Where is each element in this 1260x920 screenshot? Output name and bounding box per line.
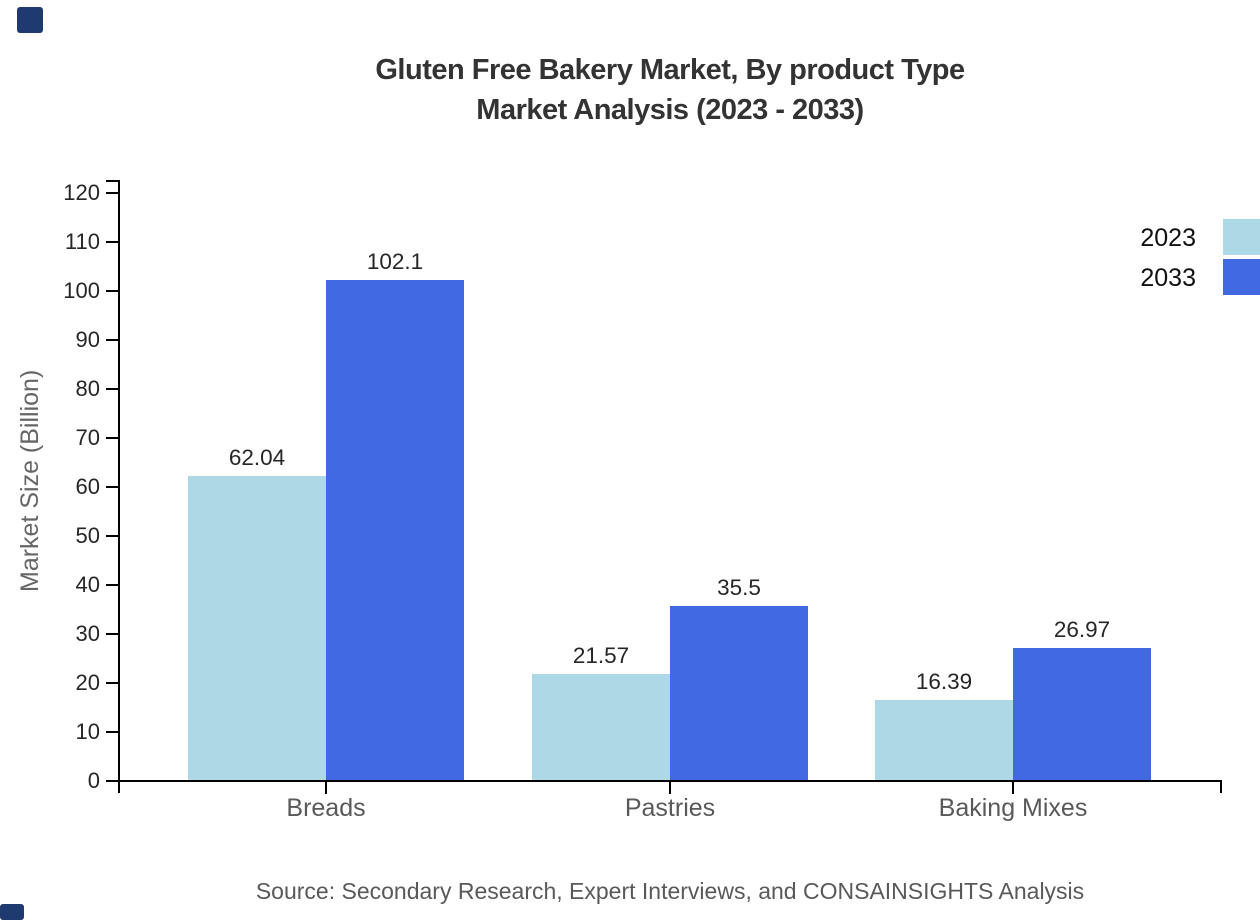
y-tick-label: 120	[63, 180, 100, 205]
x-axis-end-cap	[1220, 780, 1222, 793]
y-tick-label: 60	[75, 474, 100, 499]
category-label-breads: Breads	[286, 794, 366, 822]
bar-2033-breads[interactable]	[326, 279, 464, 780]
bar-value-label: 26.97	[1053, 616, 1111, 642]
y-tick-label: 90	[75, 327, 100, 352]
bar-2023-pastries[interactable]	[532, 674, 670, 780]
bar-value-label: 16.39	[915, 668, 973, 694]
x-tick	[325, 782, 327, 794]
bar-2033-pastries[interactable]	[670, 606, 808, 780]
bar-value-label: 21.57	[572, 643, 630, 669]
bar-2033-baking-mixes[interactable]	[1013, 647, 1151, 780]
y-tick-label: 50	[75, 523, 100, 548]
chart-title: Gluten Free Bakery Market, By product Ty…	[118, 50, 1222, 130]
y-tick	[106, 633, 118, 635]
y-tick-label: 30	[75, 621, 100, 646]
y-axis-end-cap	[106, 180, 120, 182]
legend-swatch-2023	[1223, 219, 1260, 255]
y-tick	[106, 584, 118, 586]
y-tick-label: 70	[75, 425, 100, 450]
x-axis-spine	[118, 780, 1222, 782]
y-tick	[106, 780, 118, 782]
y-tick	[106, 486, 118, 488]
y-tick	[106, 241, 118, 243]
y-tick-label: 0	[87, 768, 100, 793]
x-tick	[1012, 782, 1014, 794]
y-tick	[106, 290, 118, 292]
y-tick	[106, 388, 118, 390]
bar-value-label: 62.04	[228, 445, 286, 470]
y-tick-label: 40	[75, 572, 100, 597]
y-tick	[106, 682, 118, 684]
y-tick	[106, 437, 118, 439]
y-tick-label: 100	[63, 278, 100, 303]
y-tick-label: 20	[75, 670, 100, 695]
corner-mark-top-left	[17, 7, 43, 33]
y-axis-spine	[118, 180, 120, 793]
category-label-pastries: Pastries	[624, 794, 716, 822]
chart-title-line-2: Market Analysis (2023 - 2033)	[476, 94, 864, 126]
bar-2023-baking-mixes[interactable]	[875, 699, 1013, 780]
corner-mark-bottom-left	[0, 904, 24, 920]
chart-title-line-1: Gluten Free Bakery Market, By product Ty…	[375, 54, 965, 86]
bar-2023-breads[interactable]	[188, 476, 326, 780]
y-tick	[106, 339, 118, 341]
y-tick	[106, 535, 118, 537]
bar-value-label: 102.1	[366, 248, 424, 274]
y-tick-label: 110	[64, 229, 100, 254]
legend-label-2023: 2023	[1140, 224, 1196, 252]
y-tick-label: 80	[75, 376, 100, 401]
category-label-baking-mixes: Baking Mixes	[938, 794, 1088, 822]
bar-value-label: 35.5	[717, 575, 761, 601]
x-tick	[669, 782, 671, 794]
source-note: Source: Secondary Research, Expert Inter…	[255, 878, 1085, 904]
y-tick	[106, 731, 118, 733]
y-tick	[106, 192, 118, 194]
legend-label-2033: 2033	[1140, 264, 1196, 292]
legend-swatch-2033	[1223, 259, 1260, 295]
y-tick-label: 10	[75, 719, 100, 744]
